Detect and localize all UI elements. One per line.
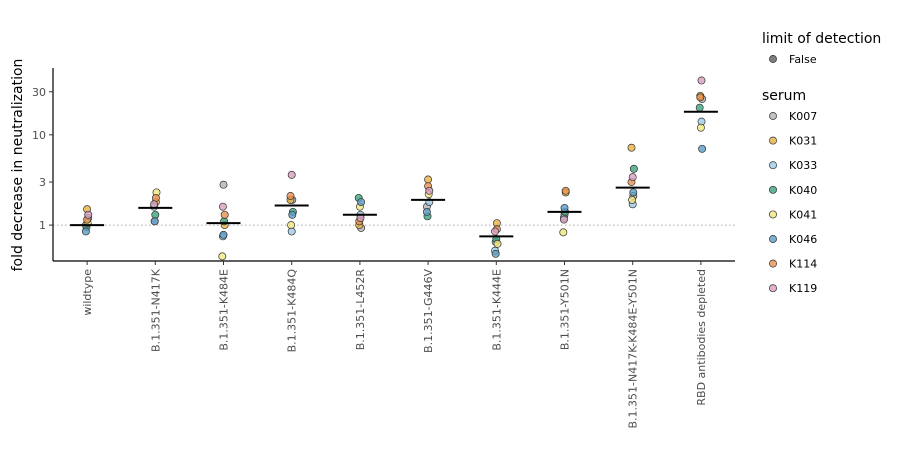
data-point-k007: [219, 180, 228, 189]
data-point-k046: [357, 198, 366, 206]
x-tick-label: B.1.351-G446V: [422, 269, 435, 353]
data-point-k119: [218, 202, 227, 211]
legend-marker-k007: [769, 112, 777, 120]
y-tick-label: 1: [39, 219, 46, 232]
data-point-k041: [559, 228, 568, 237]
data-point-k040: [151, 210, 160, 219]
legend-marker-k033: [769, 161, 777, 170]
data-point-k119: [559, 215, 568, 224]
data-point-k031: [627, 143, 636, 152]
legend-label-k114: K114: [789, 258, 817, 271]
legend-label-k040: K040: [789, 184, 817, 197]
data-point-k046: [150, 217, 159, 226]
legend-marker-k119: [769, 284, 777, 293]
data-point-k114: [561, 186, 570, 195]
data-point-k046: [491, 249, 500, 258]
x-tick-label: B.1.351-Y501N: [559, 269, 572, 350]
legend-serum-title: serum: [762, 88, 806, 104]
data-point-k119: [150, 200, 159, 209]
data-point-k119: [697, 76, 706, 85]
data-point-k041: [628, 195, 637, 204]
legend-marker-k031: [769, 136, 777, 145]
y-tick-label: 3: [39, 176, 46, 189]
data-point-k041: [696, 123, 705, 132]
legend-detection-title: limit of detection: [762, 31, 881, 47]
legend-marker-k046: [769, 235, 777, 243]
legend-label-k031: K031: [789, 135, 817, 148]
legend-label-k046: K046: [789, 233, 817, 246]
data-point-k046: [560, 203, 569, 212]
legend-marker-k114: [769, 259, 777, 268]
legend-label-k033: K033: [789, 159, 817, 172]
x-tick-label: B.1.351-N417K: [149, 268, 162, 352]
data-point-k119: [628, 173, 637, 182]
data-point-k046: [422, 207, 431, 216]
x-tick-label: B.1.351-K484Q: [286, 269, 299, 353]
data-point-k041: [218, 252, 227, 261]
legend-label-k119: K119: [789, 282, 817, 295]
legend-marker-k040: [769, 185, 777, 194]
x-tick-label: B.1.351-K484E: [218, 269, 231, 351]
data-point-k114: [696, 93, 705, 102]
data-point-k031: [424, 175, 433, 184]
data-point-k041: [493, 239, 502, 248]
y-tick-label: 30: [32, 86, 46, 99]
data-point-k046: [288, 210, 297, 219]
legend: False K007 K031 K033 K040 K041 K046 K114 K119: [769, 53, 817, 295]
data-point-k046: [81, 227, 90, 236]
x-tick-label: RBD antibodies depleted: [695, 269, 708, 406]
data-point-k119: [287, 170, 296, 179]
x-tick-label: B.1.351-L452R: [354, 269, 367, 351]
data-point-k114: [286, 192, 295, 200]
data-point-k046: [698, 144, 707, 153]
x-tick-label: wildtype: [81, 269, 94, 316]
plot-area: 1 3 10 30 wildtype B.1.351-N417K B.1.351-K484E…: [32, 68, 735, 429]
legend-label: False: [789, 53, 817, 66]
y-axis-title: fold decrease in neutralization: [10, 59, 26, 272]
y-tick-label: 10: [32, 129, 46, 142]
legend-marker: [769, 55, 777, 63]
data-point-k119: [491, 227, 500, 236]
data-point-k119: [84, 210, 93, 219]
data-point-k040: [629, 164, 638, 173]
data-point-k046: [629, 188, 638, 197]
x-tick-label: B.1.351-K444E: [490, 269, 503, 351]
x-tick-label: B.1.351-N417K-K484E-Y501N: [627, 269, 640, 429]
data-point-k046: [219, 230, 228, 239]
data-point-k114: [220, 210, 229, 219]
data-point-k119: [425, 186, 434, 195]
data-point-k041: [287, 221, 296, 230]
legend-label-k041: K041: [789, 208, 817, 221]
data-point-k040: [695, 103, 704, 112]
legend-label-k007: K007: [789, 110, 817, 123]
legend-marker-k041: [769, 210, 777, 219]
